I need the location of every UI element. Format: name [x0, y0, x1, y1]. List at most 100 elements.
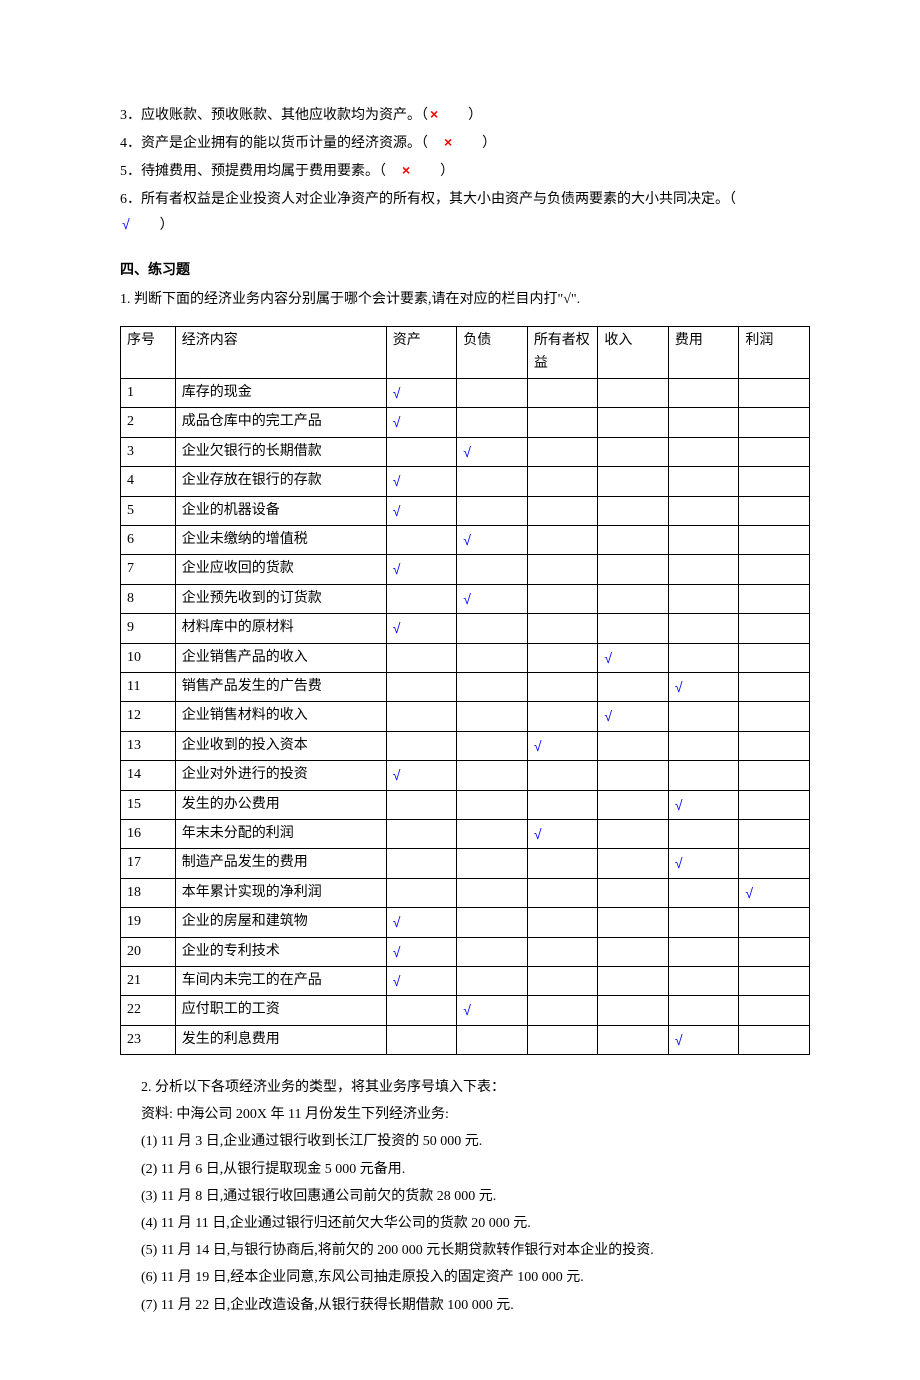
cell-content: 企业销售产品的收入: [175, 643, 386, 672]
cell-seq: 16: [121, 819, 176, 848]
q2-item: (3) 11 月 8 日,通过银行收回惠通公司前欠的货款 28 000 元.: [120, 1184, 810, 1209]
cell-mark: [527, 437, 598, 466]
table-row: 9材料库中的原材料√: [121, 614, 810, 643]
table-row: 22应付职工的工资√: [121, 996, 810, 1025]
statement-text-a: 6．所有者权益是企业投资人对企业净资产的所有权，其大小由资产与负债两要素的大小共…: [120, 192, 764, 207]
cell-mark: [739, 408, 810, 437]
cell-mark: [457, 643, 528, 672]
th-content: 经济内容: [175, 327, 386, 379]
th-expense: 费用: [668, 327, 739, 379]
cell-mark: [668, 996, 739, 1025]
q2-item: (6) 11 月 19 日,经本企业同意,东风公司抽走原投入的固定资产 100 …: [120, 1265, 810, 1290]
q2-item: (1) 11 月 3 日,企业通过银行收到长江厂投资的 50 000 元.: [120, 1129, 810, 1154]
cell-mark: √: [457, 526, 528, 555]
cell-mark: √: [527, 731, 598, 760]
table-row: 6企业未缴纳的增值税√: [121, 526, 810, 555]
table-row: 12企业销售材料的收入√: [121, 702, 810, 731]
cell-content: 企业的房屋和建筑物: [175, 908, 386, 937]
cell-mark: [527, 1025, 598, 1054]
table-row: 10企业销售产品的收入√: [121, 643, 810, 672]
cell-mark: √: [386, 555, 457, 584]
cell-seq: 2: [121, 408, 176, 437]
q2-item: (7) 11 月 22 日,企业改造设备,从银行获得长期借款 100 000 元…: [120, 1293, 810, 1318]
table-row: 1库存的现金√: [121, 379, 810, 408]
cell-mark: [527, 673, 598, 702]
q2-item: (4) 11 月 11 日,企业通过银行归还前欠大华公司的货款 20 000 元…: [120, 1211, 810, 1236]
q2-items-list: (1) 11 月 3 日,企业通过银行收到长江厂投资的 50 000 元.(2)…: [120, 1129, 810, 1317]
cell-content: 发生的利息费用: [175, 1025, 386, 1054]
cell-seq: 14: [121, 761, 176, 790]
statement-text-b: ）: [454, 136, 496, 151]
cell-mark: [598, 966, 669, 995]
table-row: 16年末未分配的利润√: [121, 819, 810, 848]
cell-mark: [527, 379, 598, 408]
cell-mark: [457, 731, 528, 760]
cell-mark: √: [668, 673, 739, 702]
cell-seq: 19: [121, 908, 176, 937]
cell-seq: 18: [121, 878, 176, 907]
cell-mark: [598, 526, 669, 555]
cell-mark: [739, 467, 810, 496]
cell-mark: [598, 996, 669, 1025]
cell-seq: 21: [121, 966, 176, 995]
cell-mark: [457, 496, 528, 525]
section-4-title: 四、练习题: [120, 258, 810, 283]
table-row: 5企业的机器设备√: [121, 496, 810, 525]
cell-mark: [386, 849, 457, 878]
table-row: 14企业对外进行的投资√: [121, 761, 810, 790]
cell-mark: [598, 731, 669, 760]
cell-mark: √: [386, 937, 457, 966]
cell-mark: [598, 496, 669, 525]
statement-4: 4．资产是企业拥有的能以货币计量的经济资源。（ × ）: [120, 130, 810, 156]
cell-mark: [386, 437, 457, 466]
cell-mark: [527, 966, 598, 995]
cell-mark: [668, 408, 739, 437]
cell-seq: 11: [121, 673, 176, 702]
cell-mark: [386, 584, 457, 613]
cell-mark: [668, 731, 739, 760]
cell-content: 销售产品发生的广告费: [175, 673, 386, 702]
q2-intro: 2. 分析以下各项经济业务的类型，将其业务序号填入下表：: [120, 1075, 810, 1100]
cell-mark: [598, 790, 669, 819]
cell-mark: [457, 761, 528, 790]
cell-mark: [598, 379, 669, 408]
cell-mark: [668, 761, 739, 790]
statement-text-b: ）: [412, 164, 454, 179]
cell-mark: [668, 437, 739, 466]
table-row: 20企业的专利技术√: [121, 937, 810, 966]
cell-mark: [457, 467, 528, 496]
cell-content: 企业未缴纳的增值税: [175, 526, 386, 555]
check-mark: √: [120, 216, 132, 232]
cell-mark: [386, 526, 457, 555]
cell-mark: [739, 908, 810, 937]
cell-mark: [527, 526, 598, 555]
cell-mark: [739, 819, 810, 848]
cell-mark: [457, 908, 528, 937]
cell-mark: [668, 819, 739, 848]
table-row: 11销售产品发生的广告费 √: [121, 673, 810, 702]
cell-mark: [598, 849, 669, 878]
cell-mark: [457, 555, 528, 584]
cell-seq: 9: [121, 614, 176, 643]
cell-mark: [668, 496, 739, 525]
cell-mark: √: [386, 614, 457, 643]
x-mark: ×: [442, 134, 454, 150]
cell-content: 企业存放在银行的存款: [175, 467, 386, 496]
cell-mark: [457, 849, 528, 878]
cell-content: 企业的专利技术: [175, 937, 386, 966]
cell-mark: [457, 790, 528, 819]
th-equity: 所有者权益: [527, 327, 598, 379]
cell-mark: [527, 643, 598, 672]
cell-seq: 22: [121, 996, 176, 1025]
cell-mark: [739, 496, 810, 525]
cell-seq: 23: [121, 1025, 176, 1054]
cell-content: 企业对外进行的投资: [175, 761, 386, 790]
cell-content: 成品仓库中的完工产品: [175, 408, 386, 437]
cell-content: 本年累计实现的净利润: [175, 878, 386, 907]
statement-3: 3．应收账款、预收账款、其他应收款均为资产。（× ）: [120, 102, 810, 128]
cell-mark: √: [457, 437, 528, 466]
cell-mark: [668, 379, 739, 408]
cell-mark: [598, 584, 669, 613]
cell-mark: [598, 673, 669, 702]
cell-mark: √: [386, 379, 457, 408]
